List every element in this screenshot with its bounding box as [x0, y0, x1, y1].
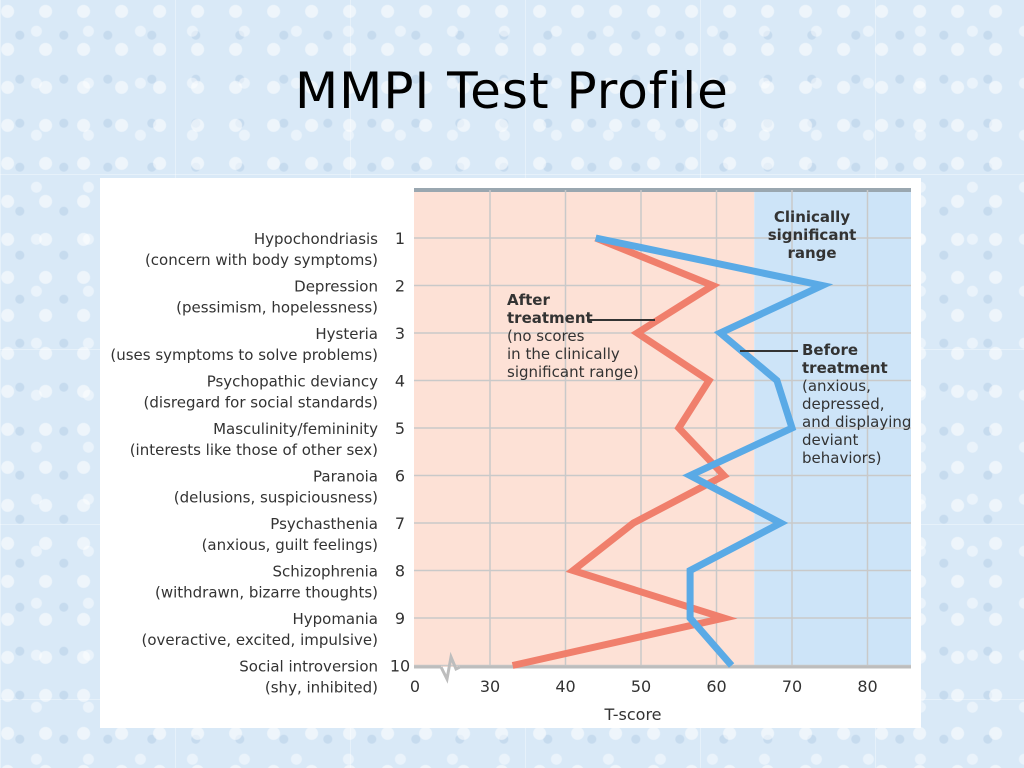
scale-name-label: Social introversion [239, 658, 378, 676]
scale-description-label: (disregard for social standards) [144, 394, 378, 412]
scale-description-label: (interests like those of other sex) [130, 441, 378, 459]
after-treatment-line [511, 234, 738, 669]
scale-number-label: 7 [395, 514, 405, 533]
scale-name-label: Hypochondriasis [254, 230, 378, 248]
before-treatment-annotation-text: depressed, [802, 395, 885, 413]
x-tick-label: 50 [631, 677, 651, 696]
scale-description-label: (uses symptoms to solve problems) [110, 346, 378, 364]
after-treatment-annotation-text: significant range) [507, 363, 639, 381]
x-tick-label: 60 [706, 677, 726, 696]
scale-description-label: (overactive, excited, impulsive) [141, 631, 378, 649]
axis-break-mark [439, 651, 461, 684]
before-treatment-annotation-title: Before [802, 341, 858, 359]
before-treatment-annotation-title: treatment [802, 359, 888, 377]
scale-description-label: (delusions, suspiciousness) [174, 489, 378, 507]
x-axis-label: T-score [603, 705, 661, 724]
after-treatment-annotation-text: in the clinically [507, 345, 620, 363]
scale-number-label: 2 [395, 277, 405, 296]
after-treatment-annotation-title: treatment [507, 309, 593, 327]
scale-description-label: (concern with body symptoms) [145, 251, 378, 269]
scale-name-label: Psychopathic deviancy [207, 373, 378, 391]
x-tick-label: 70 [782, 677, 802, 696]
clinical-range-label: Clinically [774, 208, 850, 226]
after-treatment-annotation-title: After [507, 291, 550, 309]
scale-number-label: 9 [395, 609, 405, 628]
scale-name-label: Masculinity/femininity [213, 420, 378, 438]
before-treatment-annotation-text: and displaying [802, 413, 911, 431]
x-tick-label: 30 [480, 677, 500, 696]
mmpi-profile-chart: 0 30 40 50 60 70 80 T-score Hypochondriasis (conc… [110, 188, 911, 724]
scale-number-label: 1 [395, 229, 405, 248]
slide-title: MMPI Test Profile [295, 62, 729, 120]
x-tick-label: 40 [555, 677, 575, 696]
clinical-range-label: significant [768, 226, 857, 244]
before-treatment-annotation-text: (anxious, [802, 377, 871, 395]
scale-number-label: 3 [395, 324, 405, 343]
after-treatment-annotation-text: (no scores [507, 327, 585, 345]
scale-description-label: (shy, inhibited) [265, 679, 378, 697]
before-treatment-line [594, 234, 834, 668]
before-treatment-annotation-text: behaviors) [802, 449, 882, 467]
scale-number-label: 10 [390, 657, 410, 676]
scale-name-label: Hysteria [315, 325, 378, 343]
x-tick-label: 0 [410, 677, 420, 696]
scale-number-label: 6 [395, 467, 405, 486]
scale-name-label: Depression [294, 278, 378, 296]
scale-number-label: 4 [395, 372, 405, 391]
scale-name-label: Paranoia [313, 468, 378, 486]
x-tick-label: 80 [857, 677, 877, 696]
chart-figure: 0 30 40 50 60 70 80 T-score Hypochondriasis (conc… [100, 178, 921, 728]
clinical-range-label: range [787, 244, 836, 262]
scale-name-label: Hypomania [292, 610, 378, 628]
scale-number-label: 8 [395, 562, 405, 581]
before-treatment-annotation-text: deviant [802, 431, 858, 449]
scale-description-label: (anxious, guilt feelings) [202, 536, 378, 554]
scale-number-label: 5 [395, 419, 405, 438]
scale-name-label: Schizophrenia [273, 563, 378, 581]
scale-description-label: (withdrawn, bizarre thoughts) [155, 584, 378, 602]
scale-description-label: (pessimism, hopelessness) [176, 299, 378, 317]
scale-name-label: Psychasthenia [270, 515, 378, 533]
